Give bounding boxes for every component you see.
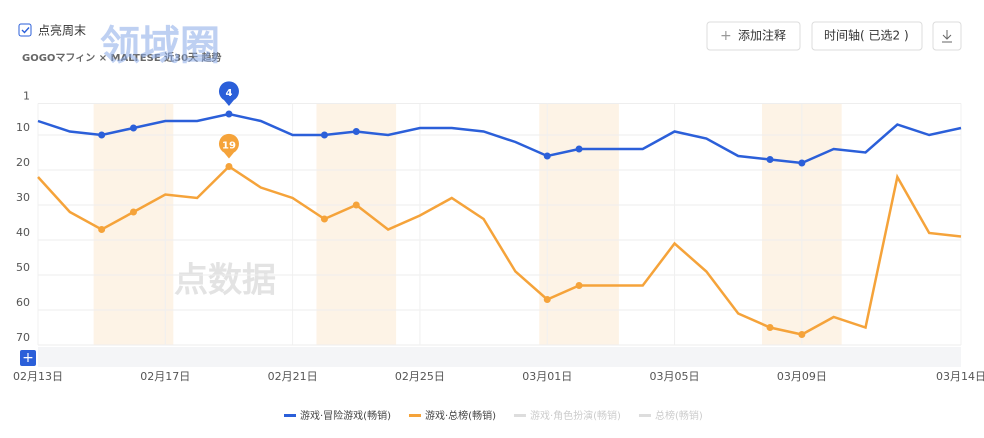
x-tick-label: 02月21日 bbox=[268, 370, 318, 383]
legend-swatch bbox=[513, 414, 526, 417]
point bbox=[98, 226, 106, 233]
series-line bbox=[37, 164, 962, 336]
point bbox=[575, 145, 583, 153]
point bbox=[129, 124, 137, 132]
plus-icon: + bbox=[720, 28, 732, 44]
series-line bbox=[37, 112, 962, 165]
x-tick-label: 02月25日 bbox=[395, 370, 445, 383]
y-tick-label: 70 bbox=[16, 331, 30, 344]
value-pin-label: 19 bbox=[222, 141, 236, 152]
point bbox=[543, 152, 551, 160]
y-tick-label: 20 bbox=[16, 156, 30, 169]
expand-button[interactable] bbox=[20, 350, 36, 366]
point bbox=[352, 201, 360, 209]
value-pin bbox=[218, 133, 239, 159]
weekend-band bbox=[348, 103, 397, 345]
timeline-label: 时间轴( 已选2 ) bbox=[824, 28, 909, 43]
x-tick-label: 03月09日 bbox=[777, 370, 827, 383]
legend-swatch bbox=[408, 414, 421, 417]
y-tick-label: 30 bbox=[16, 191, 30, 204]
add-note-button[interactable] bbox=[706, 21, 801, 51]
weekend-band bbox=[125, 103, 174, 345]
point bbox=[352, 128, 360, 135]
legend-label[interactable]: 总榜(畅销) bbox=[655, 409, 703, 422]
point bbox=[543, 296, 551, 303]
x-tick-label: 03月01日 bbox=[522, 370, 572, 383]
watermark: 领域圈 bbox=[100, 23, 220, 69]
legend-swatch bbox=[638, 414, 651, 417]
y-tick-label: 1 bbox=[23, 90, 30, 103]
point bbox=[798, 159, 806, 167]
legend-label[interactable]: 游戏·总榜(畅销) bbox=[425, 409, 496, 422]
point bbox=[575, 282, 583, 289]
point bbox=[225, 163, 233, 170]
point bbox=[320, 215, 328, 223]
legend-swatch bbox=[284, 414, 296, 417]
add-note-label: 添加注释 bbox=[738, 28, 786, 43]
timeline-button[interactable] bbox=[811, 21, 923, 51]
y-tick-label: 50 bbox=[16, 261, 30, 274]
plot: 1 10 20 30 40 50 60 70 02月13日 02月17日 02月21日 02月25日 0… bbox=[13, 81, 984, 422]
check-icon bbox=[21, 27, 30, 34]
y-tick-label: 10 bbox=[16, 121, 30, 134]
download-icon bbox=[942, 30, 952, 43]
point bbox=[320, 131, 328, 139]
x-tick-label: 02月13日 bbox=[13, 370, 63, 383]
subtitle: GOGOマフィン × MALTESE 近30天 趋势 bbox=[22, 51, 222, 64]
point bbox=[225, 110, 233, 118]
weekend-toggle[interactable]: 点亮周末 bbox=[38, 23, 86, 38]
weekend-band bbox=[793, 103, 842, 345]
checkbox[interactable] bbox=[18, 23, 32, 37]
value-pin-label: 4 bbox=[225, 88, 232, 99]
value-pin bbox=[218, 81, 239, 106]
x-tick-label: 03月14日 bbox=[936, 370, 984, 383]
weekend-band bbox=[571, 103, 619, 345]
point bbox=[98, 131, 106, 139]
legend-label[interactable]: 游戏·冒险游戏(畅销) bbox=[300, 409, 391, 422]
x-tick-label: 02月17日 bbox=[140, 370, 190, 383]
legend-label[interactable]: 游戏·角色扮演(畅销) bbox=[530, 409, 621, 422]
expand-icon: + bbox=[22, 350, 34, 366]
point bbox=[766, 324, 774, 331]
point bbox=[129, 208, 137, 216]
point bbox=[798, 331, 806, 338]
y-tick-label: 40 bbox=[16, 226, 30, 239]
point bbox=[766, 156, 774, 163]
x-tick-label: 03月05日 bbox=[650, 370, 700, 383]
y-tick-label: 60 bbox=[16, 296, 30, 309]
range-slider[interactable] bbox=[38, 347, 961, 367]
